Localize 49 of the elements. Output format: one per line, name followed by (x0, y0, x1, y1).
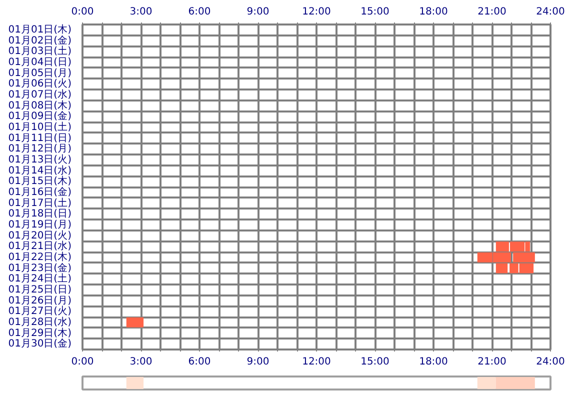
x2-tick-label: 6:00 (188, 356, 211, 368)
y-tick-label: 01月01日(木) (8, 23, 72, 36)
y-tick-label: 01月19日(月) (8, 219, 72, 230)
x-tick-label: 3:00 (130, 6, 152, 18)
x2-tick-label: 12:00 (302, 356, 331, 368)
y-tick-label: 01月28日(水) (8, 316, 72, 328)
x2-tick-label: 18:00 (419, 356, 448, 368)
x2-tick-label: 21:00 (478, 356, 506, 368)
x2-tick-label: 0:00 (71, 356, 94, 368)
x-tick-label: 18:00 (419, 6, 448, 18)
y-tick-label: 01月29日(木) (8, 326, 72, 339)
y-tick-label: 01月15日(木) (8, 175, 72, 188)
x-tick-label: 12:00 (302, 6, 331, 18)
y-tick-label: 01月30日(金) (8, 338, 72, 350)
y-tick-label: 01月24日(土) (8, 272, 72, 285)
x2-tick-label: 3:00 (130, 356, 152, 368)
y-tick-label: 01月23日(金) (8, 262, 72, 274)
y-tick-label: 01月20日(火) (8, 229, 72, 242)
y-tick-label: 01月07日(水) (8, 88, 72, 100)
y-tick-label: 01月05日(月) (8, 68, 72, 79)
x-tick-label: 24:00 (536, 6, 565, 18)
y-tick-label: 01月17日(土) (8, 196, 72, 209)
y-tick-label: 01月09日(金) (8, 110, 72, 122)
bar (126, 317, 144, 328)
y-tick-label: 01月02日(金) (8, 34, 72, 46)
y-tick-label: 01月21日(水) (8, 240, 72, 252)
x-tick-label: 0:00 (71, 6, 94, 18)
y-tick-label: 01月04日(日) (8, 56, 72, 68)
y-tick-label: 01月14日(水) (8, 164, 72, 176)
x-tick-label: 6:00 (188, 6, 211, 18)
y-tick-label: 01月22日(木) (8, 250, 72, 263)
x2-tick-label: 15:00 (360, 356, 390, 368)
y-tick-label: 01月25日(日) (8, 284, 72, 296)
x-tick-label: 21:00 (478, 6, 506, 18)
y-tick-label: 01月03日(土) (8, 45, 72, 58)
y-tick-label: 01月11日(日) (8, 132, 72, 144)
y-tick-label: 01月27日(火) (8, 305, 72, 318)
y-tick-label: 01月10日(土) (8, 120, 72, 133)
x-tick-label: 9:00 (246, 6, 270, 18)
y-tick-label: 01月06日(火) (8, 78, 72, 90)
x2-tick-label: 24:00 (536, 356, 565, 368)
y-tick-label: 01月18日(日) (8, 208, 72, 220)
x2-tick-label: 9:00 (246, 356, 270, 368)
y-tick-label: 01月16日(金) (8, 186, 72, 198)
y-tick-label: 01月26日(月) (8, 295, 72, 306)
y-tick-label: 01月12日(月) (8, 144, 72, 155)
y-tick-label: 01月08日(木) (8, 99, 72, 112)
y-tick-label: 01月13日(火) (8, 153, 72, 166)
x-tick-label: 15:00 (360, 6, 390, 18)
